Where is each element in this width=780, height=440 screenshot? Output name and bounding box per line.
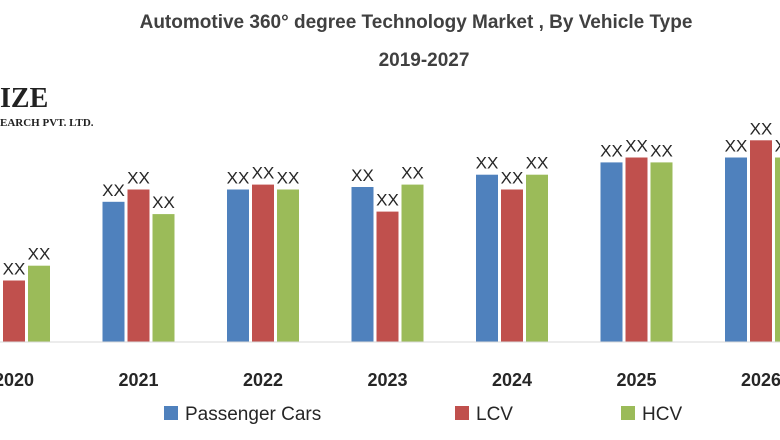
chart-subtitle: 2019-2027 — [379, 50, 470, 71]
data-label-lcv-2026: XX — [750, 119, 773, 138]
data-label-passenger-cars-2026: XX — [725, 137, 748, 156]
bar-lcv-2026 — [750, 140, 772, 342]
bar-passenger-cars-2025 — [600, 162, 623, 342]
x-tick-2023: 2023 — [367, 370, 407, 390]
bar-passenger-cars-2026 — [725, 157, 747, 342]
data-label-lcv-2020: XX — [3, 260, 26, 279]
legend-label-hcv: HCV — [642, 404, 682, 425]
legend: Passenger Cars LCV HCV — [164, 404, 682, 425]
x-tick-2021: 2021 — [118, 370, 158, 390]
bar-hcv-2021 — [152, 214, 175, 342]
legend-swatch-passenger-cars — [164, 406, 178, 420]
bar-passenger-cars-2022 — [227, 189, 249, 342]
data-label-passenger-cars-2024: XX — [476, 154, 499, 173]
data-label-lcv-2021: XX — [127, 169, 150, 188]
x-tick-2022: 2022 — [243, 370, 283, 390]
data-label-hcv-2026: XX — [775, 137, 780, 156]
data-label-hcv-2022: XX — [277, 169, 300, 188]
chart-title: Automotive 360° degree Technology Market… — [140, 12, 693, 33]
bar-hcv-2022 — [277, 189, 299, 342]
bar-passenger-cars-2023 — [351, 187, 374, 342]
bar-lcv-2025 — [625, 157, 648, 342]
legend-swatch-lcv — [455, 406, 469, 420]
bar-hcv-2023 — [401, 184, 424, 342]
data-label-passenger-cars-2021: XX — [102, 181, 125, 200]
data-label-passenger-cars-2025: XX — [600, 141, 623, 160]
bar-hcv-2025 — [650, 162, 673, 342]
data-label-lcv-2025: XX — [625, 137, 648, 156]
bars-group — [3, 140, 780, 342]
x-tick-2024: 2024 — [492, 370, 532, 390]
bar-lcv-2023 — [376, 211, 399, 342]
bar-hcv-2024 — [526, 174, 548, 342]
data-label-hcv-2025: XX — [650, 141, 673, 160]
watermark-tagline: EARCH PVT. LTD. — [0, 117, 94, 129]
bar-lcv-2024 — [501, 189, 523, 342]
bar-hcv-2026 — [775, 157, 780, 342]
legend-swatch-hcv — [621, 406, 635, 420]
bar-passenger-cars-2024 — [476, 174, 498, 342]
bar-hcv-2020 — [28, 265, 50, 342]
data-label-hcv-2024: XX — [526, 154, 549, 173]
legend-label-lcv: LCV — [476, 404, 513, 425]
data-label-hcv-2023: XX — [401, 164, 424, 183]
data-label-lcv-2024: XX — [501, 169, 524, 188]
data-label-passenger-cars-2023: XX — [351, 166, 374, 185]
bar-lcv-2022 — [252, 184, 274, 342]
bar-passenger-cars-2021 — [102, 201, 125, 342]
data-labels-group: XXXXXXXXXXXXXXXXXXXXXXXXXXXXXXXXXXXXXXXX — [3, 119, 780, 278]
data-label-passenger-cars-2022: XX — [227, 169, 250, 188]
data-label-hcv-2021: XX — [152, 193, 175, 212]
data-label-lcv-2023: XX — [376, 191, 399, 210]
x-tick-2025: 2025 — [616, 370, 656, 390]
legend-label-passenger-cars: Passenger Cars — [185, 404, 321, 425]
data-label-lcv-2022: XX — [252, 164, 275, 183]
bar-lcv-2021 — [127, 189, 150, 342]
watermark-logo: IZE — [0, 83, 48, 114]
data-label-hcv-2020: XX — [28, 245, 51, 264]
bar-lcv-2020 — [3, 280, 25, 342]
x-tick-2026: 2026 — [741, 370, 780, 390]
